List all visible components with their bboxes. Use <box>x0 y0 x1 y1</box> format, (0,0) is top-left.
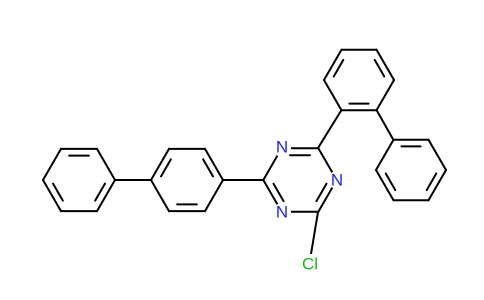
bond <box>375 109 395 141</box>
bond <box>323 48 343 81</box>
bond <box>375 138 395 171</box>
bonds <box>42 48 447 255</box>
atom-label: N <box>276 203 288 222</box>
atom-label: N <box>331 171 343 190</box>
bond <box>373 58 386 78</box>
bond <box>427 138 447 171</box>
bond <box>315 182 328 203</box>
label-bg <box>273 203 291 221</box>
atom-label: Cl <box>302 255 318 274</box>
bond <box>332 58 345 78</box>
bond <box>204 147 224 181</box>
bond <box>52 182 64 202</box>
bond <box>204 179 224 213</box>
bond <box>94 182 106 202</box>
bond <box>272 182 285 203</box>
bond <box>96 147 116 181</box>
bond <box>317 109 343 149</box>
bond <box>375 48 395 81</box>
bond <box>375 169 395 202</box>
bond <box>42 147 62 181</box>
bond <box>150 147 170 181</box>
bond <box>96 179 116 213</box>
atom-label: N <box>276 138 288 157</box>
bond <box>375 79 395 112</box>
bond <box>425 172 438 192</box>
bond <box>42 179 62 213</box>
label-bg <box>273 139 291 157</box>
bond <box>310 211 319 255</box>
bond <box>150 179 170 213</box>
label-bg <box>328 171 346 189</box>
bond <box>427 169 447 202</box>
bond <box>384 172 397 192</box>
atom-labels: N N N Cl <box>273 138 346 274</box>
bond <box>323 79 343 112</box>
label-bg <box>298 254 322 274</box>
bond <box>202 158 214 178</box>
bond <box>160 158 172 178</box>
